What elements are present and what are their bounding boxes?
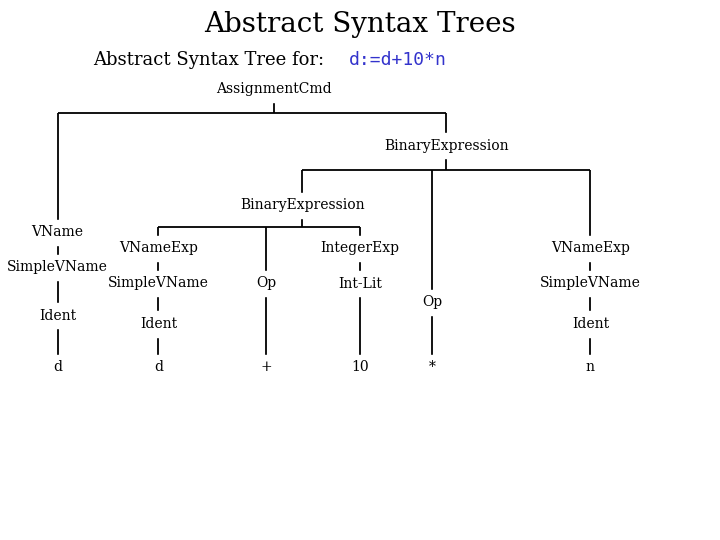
Text: SimpleVName: SimpleVName (540, 276, 641, 291)
Text: Ident: Ident (140, 317, 177, 331)
Text: Ident: Ident (39, 309, 76, 323)
Text: Abstract Syntax Trees: Abstract Syntax Trees (204, 11, 516, 38)
Text: SimpleVName: SimpleVName (108, 276, 209, 291)
Text: IntegerExp: IntegerExp (320, 241, 400, 255)
Text: d: d (154, 360, 163, 374)
Text: Int-Lit: Int-Lit (338, 276, 382, 291)
Text: Op: Op (256, 276, 276, 291)
Text: BinaryExpression: BinaryExpression (240, 198, 365, 212)
Text: *: * (428, 360, 436, 374)
Text: Ident: Ident (572, 317, 609, 331)
Text: Op: Op (422, 295, 442, 309)
Text: Abstract Syntax Tree for:: Abstract Syntax Tree for: (94, 51, 325, 69)
Text: +: + (261, 360, 272, 374)
Text: VNameExp: VNameExp (119, 241, 198, 255)
Text: SimpleVName: SimpleVName (7, 260, 108, 274)
Text: VName: VName (32, 225, 84, 239)
Text: n: n (586, 360, 595, 374)
Text: BinaryExpression: BinaryExpression (384, 139, 509, 153)
Text: d:=d+10*n: d:=d+10*n (349, 51, 447, 69)
Text: 10: 10 (351, 360, 369, 374)
Text: AssignmentCmd: AssignmentCmd (216, 82, 331, 96)
Text: d: d (53, 360, 62, 374)
Text: VNameExp: VNameExp (551, 241, 630, 255)
